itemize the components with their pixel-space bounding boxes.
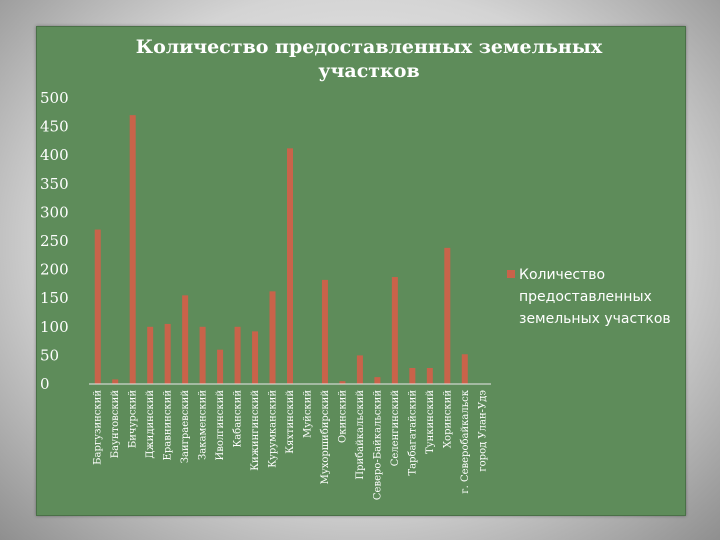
x-tick-label: Баргузинский	[93, 390, 104, 465]
y-tick-label: 150	[40, 289, 69, 307]
bar	[199, 326, 206, 384]
x-tick-label: Курумканский	[268, 390, 279, 468]
y-tick-label: 200	[40, 261, 69, 279]
chart-title-line-2: участков	[318, 60, 419, 82]
y-tick-label: 350	[40, 175, 69, 193]
bar	[94, 229, 101, 384]
bar	[252, 331, 259, 384]
bar	[164, 323, 171, 384]
bar	[112, 379, 119, 384]
y-tick-label: 100	[40, 318, 69, 336]
bar	[147, 326, 154, 384]
bar	[339, 381, 346, 384]
bar	[321, 279, 328, 384]
legend-swatch	[507, 270, 515, 278]
bar-chart: Количество предоставленных земельных уча…	[40, 36, 671, 500]
x-tick-label: Селенгинский	[390, 390, 401, 467]
x-tick-label: город Улан-Удэ	[477, 390, 488, 472]
bars	[94, 115, 468, 384]
x-tick-label: Джидинский	[145, 390, 156, 459]
x-tick-label: Окинский	[337, 390, 348, 443]
bar	[182, 295, 189, 384]
legend-label-line-1: Количество	[519, 267, 605, 283]
x-tick-label: Мухоршибирский	[320, 390, 331, 485]
bar	[234, 326, 241, 384]
bar	[444, 247, 451, 384]
chart-panel: Количество предоставленных земельных уча…	[36, 26, 686, 516]
x-tick-label: Муйский	[302, 390, 313, 438]
y-tick-label: 400	[40, 146, 69, 164]
bar	[356, 355, 363, 384]
chart-title: Количество предоставленных земельных уча…	[136, 36, 603, 82]
x-tick-label: Еравнинский	[163, 390, 174, 461]
bar	[426, 367, 433, 384]
legend-label-line-3: земельных участков	[519, 311, 671, 327]
x-tick-label: Тарбагатайский	[407, 390, 418, 476]
bar	[409, 367, 416, 384]
x-tick-label: Заиграевский	[180, 390, 191, 464]
x-tick-label: Кижингинский	[250, 390, 261, 471]
y-tick-label: 300	[40, 203, 69, 221]
x-tick-label: Хоринский	[442, 390, 453, 448]
y-tick-label: 450	[40, 118, 69, 136]
x-tick-label: Бичурский	[128, 390, 139, 448]
bar	[129, 115, 136, 384]
chart-title-line-1: Количество предоставленных земельных	[136, 36, 603, 58]
bar	[217, 349, 224, 384]
x-tick-label: Иволгинский	[215, 390, 226, 461]
x-tick-label: Баунтовский	[110, 390, 121, 459]
y-tick-label: 50	[40, 346, 59, 364]
legend-label-line-2: предоставленных	[519, 289, 652, 305]
x-axis-ticks: Баргузинский Баунтовский Бичурский Джидинск…	[93, 389, 489, 500]
x-tick-label: Тункинский	[425, 390, 436, 454]
bar	[374, 377, 381, 384]
y-tick-label: 0	[40, 375, 50, 393]
x-tick-label: Кабанский	[233, 390, 244, 448]
y-tick-label: 250	[40, 232, 69, 250]
x-tick-label: Закаменский	[198, 390, 209, 460]
x-tick-label: Северо-Байкальский	[372, 390, 383, 500]
bar	[461, 354, 468, 384]
bar	[391, 277, 398, 384]
x-tick-label: Прибайкальский	[355, 390, 366, 480]
bar	[269, 291, 276, 384]
y-tick-label: 500	[40, 89, 69, 107]
x-tick-label: г. Северобайкальск	[460, 389, 471, 493]
legend: Количество предоставленных земельных уча…	[507, 267, 671, 327]
x-tick-label: Кяхтинский	[285, 390, 296, 454]
bar	[287, 148, 293, 384]
